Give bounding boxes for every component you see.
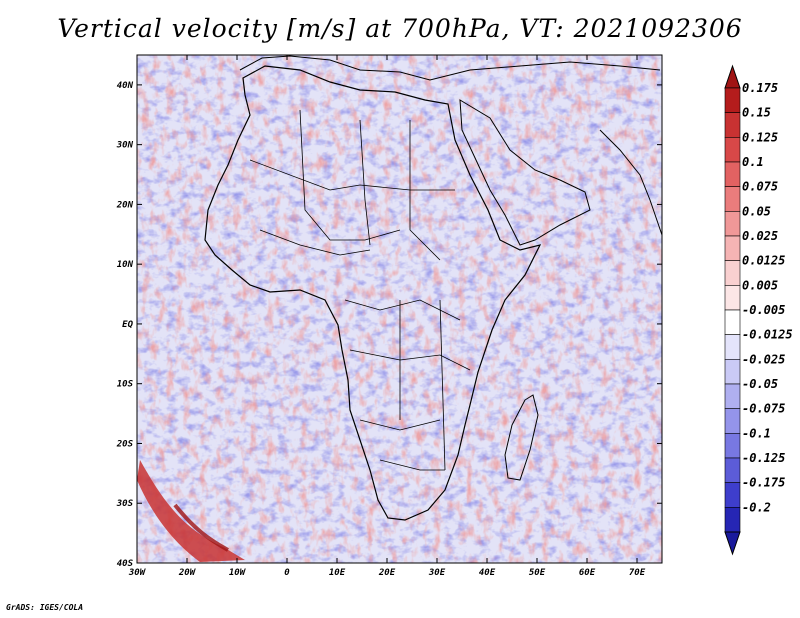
lon-tick-label: 0 [284,568,290,578]
colorbar-bin [724,482,741,508]
colorbar-bin [724,359,741,385]
colorbar-bin [724,507,741,533]
colorbar-bin [724,334,741,360]
colorbar-bin [724,137,741,163]
lat-tick-label: EQ [122,320,133,330]
colorbar-label: -0.175 [742,476,785,490]
lon-tick-label: 50E [529,568,546,578]
colorbar-bin [724,112,741,138]
grads-credit: GrADS: IGES/COLA [6,603,84,612]
lon-tick-label: 70E [629,568,646,578]
lat-tick-label: 30N [116,141,134,151]
lon-tick-label: 10E [329,568,346,578]
colorbar-bin [724,260,741,286]
colorbar-label: 0.0125 [742,254,785,268]
africa-coastline [204,65,542,521]
colorbar-label: 0.1 [742,155,764,169]
madagascar-coastline [504,394,539,481]
lat-tick-label: 10S [117,380,134,390]
colorbar-bin [724,87,741,113]
colorbar-bin [724,433,741,459]
lat-tick-label: 10N [117,260,134,270]
lon-tick-label: 30W [128,568,147,578]
colorbar-label: 0.175 [742,81,778,95]
plot-frame [136,54,663,564]
arabia-coastline [459,99,591,246]
colorbar-bin [724,457,741,483]
colorbar-bin [724,186,741,212]
colorbar-label: -0.025 [742,352,785,366]
colorbar-bin [724,211,741,237]
lat-tick-label: 20S [116,439,134,449]
colorbar-label: -0.125 [742,451,785,465]
latitude-axis: 40N 30N 20N 10N EQ 10S 20S 30S 40S [116,81,662,569]
colorbar-bin [724,161,741,187]
lat-tick-label: 40S [117,559,134,569]
country-borders [249,109,471,471]
lat-tick-label: 40N [117,81,134,91]
colorbar: 0.175 0.15 0.125 0.1 0.075 0.05 0.025 0.0125 0.0… [724,64,793,556]
colorbar-label: -0.05 [742,377,778,391]
lat-tick-label: 30S [116,499,134,509]
colorbar-bin [724,383,741,409]
colorbar-bin [724,408,741,434]
colorbar-label: -0.005 [742,303,785,317]
colorbar-label: -0.1 [742,426,771,440]
colorbar-bin [724,235,741,261]
lon-tick-label: 10W [229,568,247,578]
colorbar-bin [724,285,741,311]
map-title: Vertical velocity [m/s] at 700hPa, VT: 2… [57,14,743,43]
colorbar-label: -0.2 [742,500,771,514]
colorbar-label: 0.075 [742,180,778,194]
lat-tick-label: 20N [116,200,134,210]
lon-tick-label: 30E [428,568,446,578]
lon-tick-label: 20E [378,568,396,578]
colorbar-label: 0.125 [742,130,778,144]
colorbar-top-arrow [724,64,741,89]
colorbar-label: -0.075 [742,402,785,416]
colorbar-label: -0.0125 [742,328,793,342]
colorbar-label: 0.025 [742,229,778,243]
colorbar-bottom-arrow [724,531,741,556]
lon-tick-label: 60E [579,568,596,578]
lon-tick-label: 20W [178,568,197,578]
india-coastline [599,129,662,236]
lon-tick-label: 40E [479,568,496,578]
longitude-axis: 30W 20W 10W 0 10E 20E 30E 40E 50E 60E 70E [128,55,646,578]
vertical-velocity-field [137,55,662,563]
colorbar-bin [724,309,741,335]
europe-coastline [239,55,661,81]
colorbar-label: 0.05 [742,204,771,218]
colorbar-label: 0.15 [742,106,771,120]
colorbar-label: 0.005 [742,278,778,292]
